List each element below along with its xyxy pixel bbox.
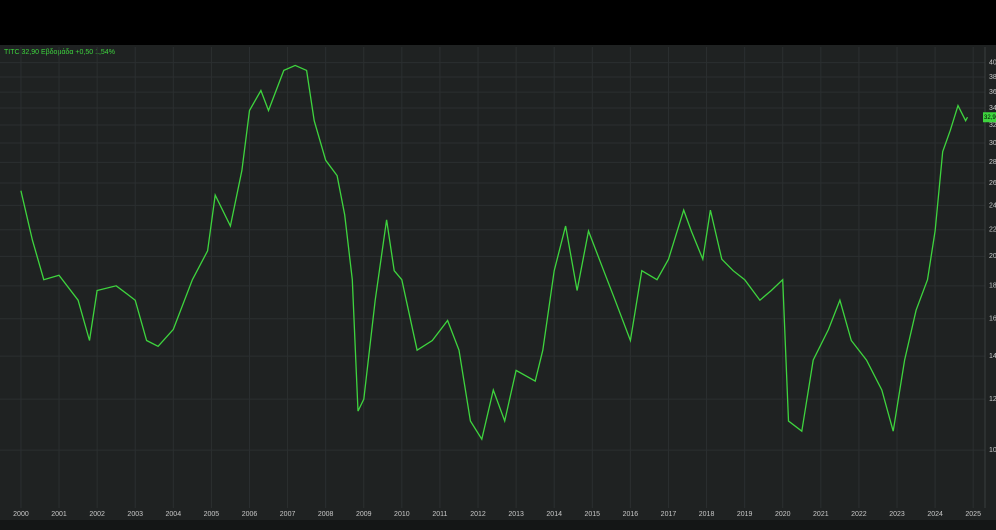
x-tick-label: 2009 xyxy=(356,511,372,518)
x-tick-label: 2010 xyxy=(394,511,410,518)
x-tick-label: 2005 xyxy=(204,511,220,518)
x-tick-label: 2020 xyxy=(775,511,791,518)
x-tick-label: 2018 xyxy=(699,511,715,518)
y-tick-label: 10 xyxy=(989,447,996,454)
x-tick-label: 2002 xyxy=(89,511,105,518)
y-tick-label: 26 xyxy=(989,180,996,187)
y-tick-label: 36 xyxy=(989,89,996,96)
y-tick-label: 38 xyxy=(989,74,996,81)
x-tick-label: 2024 xyxy=(927,511,943,518)
x-tick-label: 2000 xyxy=(13,511,29,518)
x-tick-label: 2017 xyxy=(661,511,677,518)
y-tick-label: 22 xyxy=(989,227,996,234)
toolbar xyxy=(0,520,996,530)
x-tick-label: 2014 xyxy=(546,511,562,518)
chart-panel xyxy=(0,45,996,530)
y-tick-label: 40 xyxy=(989,59,996,66)
y-tick-label: 24 xyxy=(989,202,996,209)
y-tick-label: 28 xyxy=(989,159,996,166)
x-tick-label: 2011 xyxy=(432,511,447,518)
x-tick-label: 2012 xyxy=(470,511,486,518)
x-tick-label: 2016 xyxy=(623,511,639,518)
y-tick-label: 30 xyxy=(989,140,996,147)
price-line xyxy=(20,64,969,441)
x-tick-label: 2015 xyxy=(585,511,601,518)
x-tick-label: 2001 xyxy=(51,511,67,518)
x-tick-label: 2023 xyxy=(889,511,905,518)
x-tick-label: 2006 xyxy=(242,511,258,518)
x-tick-label: 2003 xyxy=(127,511,143,518)
y-tick-label: 20 xyxy=(989,253,996,260)
x-tick-label: 2004 xyxy=(166,511,182,518)
x-tick-label: 2013 xyxy=(508,511,524,518)
y-tick-label: 34 xyxy=(989,105,996,112)
last-price-box xyxy=(983,112,996,123)
x-tick-label: 2019 xyxy=(737,511,753,518)
x-tick-label: 2007 xyxy=(280,511,296,518)
x-tick-label: 2021 xyxy=(813,511,829,518)
y-tick-label: 32 xyxy=(989,122,996,129)
x-tick-label: 2008 xyxy=(318,511,334,518)
y-tick-label: 14 xyxy=(989,353,996,360)
y-tick-label: 18 xyxy=(989,283,996,290)
last-price-label: 32,90 xyxy=(984,115,996,121)
x-tick-label: 2025 xyxy=(965,511,981,518)
x-tick-label: 2022 xyxy=(851,511,867,518)
top-bar xyxy=(0,0,996,45)
y-tick-label: 16 xyxy=(989,316,996,323)
y-tick-label: 12 xyxy=(989,396,996,403)
